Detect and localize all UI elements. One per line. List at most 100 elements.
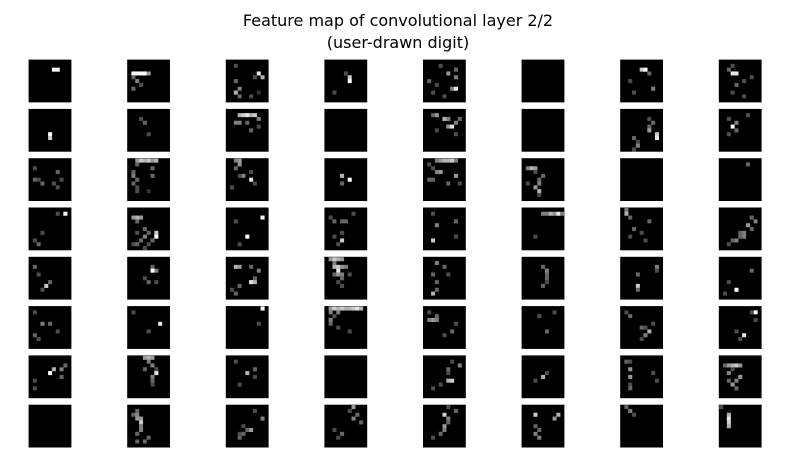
feature-map-pixel bbox=[639, 67, 644, 72]
feature-map-pixel bbox=[442, 424, 447, 429]
feature-map-pixel bbox=[146, 359, 151, 364]
feature-map-pixel bbox=[753, 310, 758, 315]
feature-map-pixel bbox=[457, 116, 462, 121]
feature-map-pixel bbox=[340, 257, 345, 262]
feature-map-panel bbox=[324, 207, 368, 251]
feature-map-pixel bbox=[131, 75, 136, 80]
feature-map-panel bbox=[718, 306, 762, 349]
feature-map-panel bbox=[127, 404, 170, 448]
feature-map-pixel bbox=[446, 71, 451, 76]
feature-map-pixel bbox=[332, 257, 337, 262]
feature-map-pixel bbox=[434, 82, 439, 87]
feature-map-pixel bbox=[355, 306, 360, 311]
feature-map-pixel bbox=[533, 166, 538, 171]
feature-map-panel bbox=[324, 404, 368, 448]
feature-map-pixel bbox=[654, 264, 659, 269]
feature-map-pixel bbox=[730, 124, 735, 129]
feature-map-pixel bbox=[529, 166, 534, 171]
feature-map-pixel bbox=[154, 234, 159, 239]
feature-map-pixel bbox=[256, 90, 261, 95]
feature-map-pixel bbox=[237, 382, 242, 387]
feature-map-pixel bbox=[328, 257, 333, 262]
feature-map-pixel bbox=[332, 272, 337, 277]
feature-map-panel bbox=[324, 158, 368, 202]
feature-map-pixel bbox=[336, 280, 341, 285]
feature-map-pixel bbox=[131, 86, 136, 91]
feature-map-pixel bbox=[647, 71, 652, 76]
feature-map-pixel bbox=[628, 359, 633, 364]
feature-map-background bbox=[324, 355, 368, 399]
feature-map-pixel bbox=[632, 412, 637, 417]
feature-map-pixel bbox=[245, 428, 250, 433]
feature-map-pixel bbox=[32, 238, 37, 243]
feature-map-background bbox=[718, 108, 762, 152]
feature-map-pixel bbox=[55, 211, 60, 216]
feature-map-pixel bbox=[237, 120, 242, 125]
feature-map-pixel bbox=[131, 242, 136, 247]
feature-map-panel bbox=[225, 256, 269, 300]
feature-map-pixel bbox=[131, 170, 136, 175]
feature-map-pixel bbox=[158, 321, 163, 326]
feature-map-pixel bbox=[431, 435, 436, 440]
feature-map-pixel bbox=[328, 317, 333, 322]
feature-map-pixel bbox=[40, 321, 45, 326]
feature-map-pixel bbox=[434, 261, 439, 266]
feature-map-pixel bbox=[537, 181, 542, 186]
feature-map-pixel bbox=[453, 86, 458, 91]
feature-map-pixel bbox=[453, 132, 458, 137]
feature-map-background bbox=[422, 256, 466, 300]
feature-map-pixel bbox=[434, 170, 439, 175]
feature-map-pixel bbox=[624, 310, 629, 315]
feature-map-panel bbox=[718, 355, 762, 399]
feature-map-pixel bbox=[446, 124, 451, 129]
feature-map-pixel bbox=[734, 128, 739, 133]
feature-map-pixel bbox=[233, 79, 238, 84]
feature-map-background bbox=[324, 59, 368, 103]
feature-map-pixel bbox=[328, 310, 333, 315]
feature-map-background bbox=[324, 256, 368, 300]
feature-map-pixel bbox=[434, 314, 439, 319]
feature-map-pixel bbox=[139, 82, 144, 87]
feature-map-panel bbox=[324, 59, 368, 103]
feature-map-pixel bbox=[730, 238, 735, 243]
feature-map-pixel bbox=[241, 113, 246, 118]
feature-map-pixel bbox=[453, 234, 458, 239]
feature-map-background bbox=[225, 355, 269, 399]
feature-map-pixel bbox=[260, 215, 265, 220]
feature-map-background bbox=[521, 256, 565, 300]
feature-map-pixel bbox=[431, 211, 436, 216]
feature-map-pixel bbox=[36, 242, 41, 247]
feature-map-pixel bbox=[647, 124, 652, 129]
feature-map-pixel bbox=[647, 128, 652, 133]
feature-map-pixel bbox=[442, 158, 447, 163]
feature-map-background bbox=[225, 158, 269, 202]
feature-map-pixel bbox=[48, 321, 53, 326]
feature-map-pixel bbox=[723, 363, 728, 368]
feature-map-panel bbox=[28, 207, 72, 251]
feature-map-panel bbox=[225, 207, 269, 251]
feature-map-pixel bbox=[146, 242, 151, 247]
feature-map-pixel bbox=[533, 234, 538, 239]
feature-map-panel bbox=[521, 108, 565, 152]
feature-map-pixel bbox=[434, 223, 439, 228]
feature-map-pixel bbox=[643, 238, 648, 243]
feature-map-pixel bbox=[552, 416, 557, 421]
feature-map-pixel bbox=[453, 219, 458, 224]
feature-map-pixel bbox=[446, 116, 451, 121]
feature-map-pixel bbox=[135, 79, 140, 84]
feature-map-pixel bbox=[249, 128, 254, 133]
feature-map-background bbox=[521, 404, 565, 448]
feature-map-pixel bbox=[142, 234, 147, 239]
feature-map-pixel bbox=[734, 329, 739, 334]
feature-map-panel bbox=[521, 158, 565, 202]
feature-map-pixel bbox=[332, 264, 337, 269]
feature-map-pixel bbox=[544, 272, 549, 277]
feature-map-pixel bbox=[431, 90, 436, 95]
feature-map-pixel bbox=[150, 363, 155, 368]
feature-map-panel bbox=[127, 355, 170, 399]
feature-map-pixel bbox=[434, 113, 439, 118]
feature-map-pixel bbox=[647, 219, 652, 224]
feature-map-panel bbox=[225, 404, 269, 448]
feature-map-pixel bbox=[431, 386, 436, 391]
